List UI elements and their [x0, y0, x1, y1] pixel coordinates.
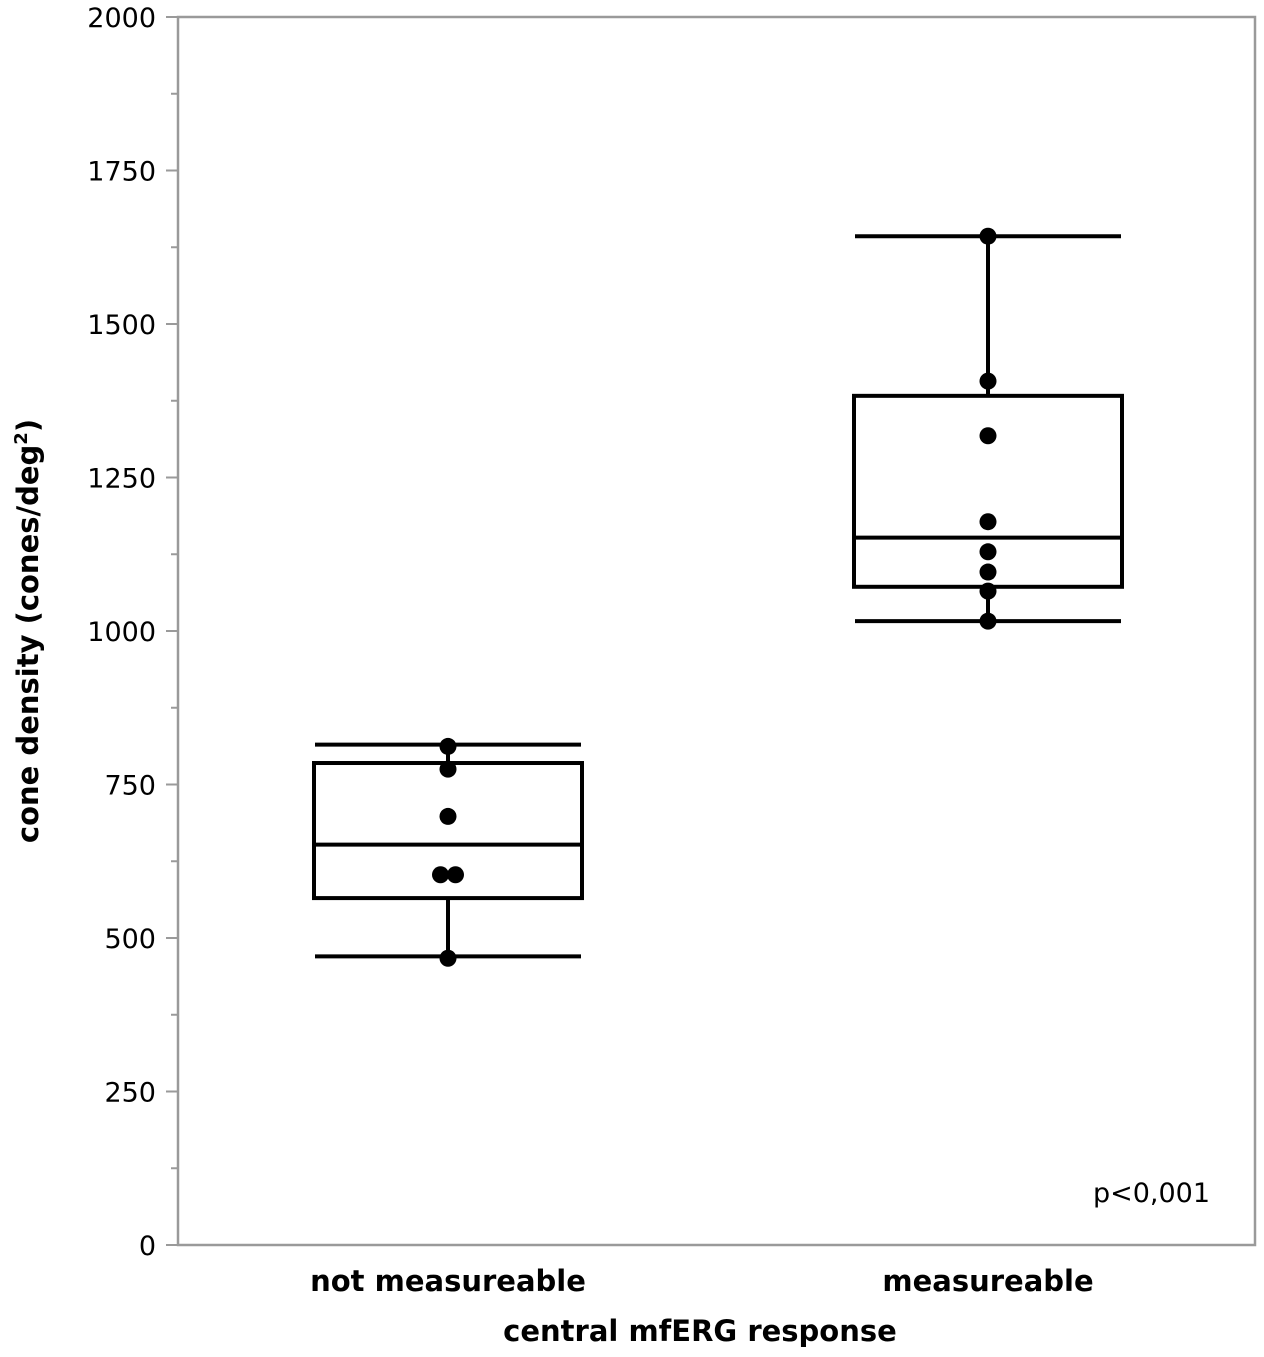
- data-point: [979, 227, 997, 245]
- y-tick-label: 1000: [87, 617, 156, 648]
- data-point: [439, 737, 457, 755]
- y-tick-label: 1750: [87, 157, 156, 188]
- box-groups: [312, 234, 1124, 959]
- data-point: [439, 949, 457, 967]
- y-tick-label: 0: [139, 1231, 156, 1262]
- data-point: [439, 807, 457, 825]
- data-point: [979, 513, 997, 531]
- data-point: [447, 866, 464, 884]
- data-point: [979, 563, 997, 581]
- data-point: [432, 866, 449, 884]
- y-tick-label: 1250: [87, 464, 156, 495]
- y-tick-label: 750: [104, 771, 156, 802]
- y-axis: 0 250 500 750 1000 1250 1500 1750 2000: [87, 3, 178, 1262]
- data-point: [979, 372, 997, 390]
- data-point: [439, 760, 457, 778]
- data-point: [979, 582, 997, 600]
- y-axis-title-tail: ): [11, 419, 45, 432]
- data-points: [432, 227, 997, 967]
- x-category-label: not measureable: [310, 1264, 586, 1298]
- x-axis-title: central mfERG response: [503, 1314, 897, 1348]
- data-point: [979, 612, 997, 630]
- plot-frame: [176, 15, 1257, 1247]
- y-tick-label: 2000: [87, 3, 156, 34]
- y-tick-label: 250: [104, 1078, 156, 1109]
- y-axis-title-main: cone density (cones/deg: [11, 445, 45, 843]
- p-value-annotation: p<0,001: [1093, 1178, 1210, 1209]
- x-category-label: measureable: [882, 1264, 1093, 1298]
- y-tick-label: 500: [104, 924, 156, 955]
- x-axis: not measureable measureable: [310, 1264, 1094, 1298]
- data-point: [979, 543, 997, 561]
- y-tick-label: 1500: [87, 310, 156, 341]
- plot-area: [176, 15, 1257, 1247]
- y-axis-title-superscript: 2: [11, 432, 32, 445]
- data-point: [979, 427, 997, 445]
- y-axis-title: cone density (cones/deg2): [11, 419, 45, 843]
